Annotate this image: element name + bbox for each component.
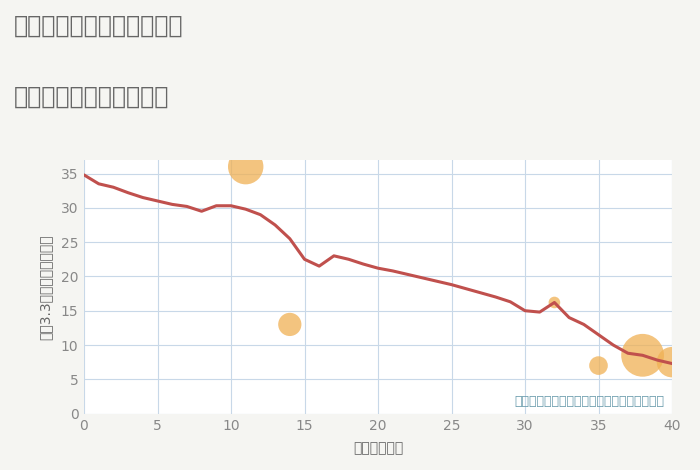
Point xyxy=(284,321,295,328)
Point xyxy=(666,359,678,366)
Text: 円の大きさは、取引のあった物件面積を示す: 円の大きさは、取引のあった物件面積を示す xyxy=(514,395,665,408)
Point xyxy=(593,362,604,369)
Text: 築年数別中古戸建て価格: 築年数別中古戸建て価格 xyxy=(14,85,169,109)
Y-axis label: 坪（3.3㎡）単価（万円）: 坪（3.3㎡）単価（万円） xyxy=(38,234,52,339)
Point xyxy=(549,299,560,306)
Point xyxy=(240,163,251,171)
X-axis label: 築年数（年）: 築年数（年） xyxy=(353,441,403,455)
Point xyxy=(637,352,648,359)
Text: 三重県松阪市飯南町粥見の: 三重県松阪市飯南町粥見の xyxy=(14,14,183,38)
